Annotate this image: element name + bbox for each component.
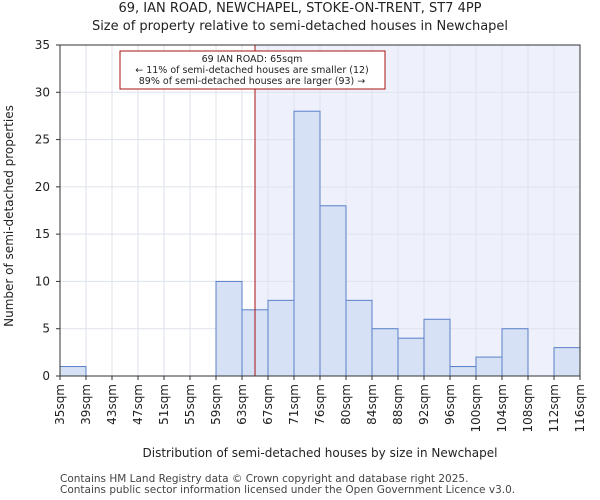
- x-tick-label: 47sqm: [131, 384, 145, 425]
- x-tick-label: 84sqm: [365, 384, 379, 425]
- annotation-line3: 89% of semi-detached houses are larger (…: [139, 76, 366, 87]
- y-axis-label: Number of semi-detached properties: [2, 105, 16, 327]
- x-tick-label: 88sqm: [391, 384, 405, 425]
- chart-title-line1: 69, IAN ROAD, NEWCHAPEL, STOKE-ON-TRENT,…: [118, 1, 482, 16]
- bar: [397, 337, 425, 377]
- x-tick-label: 63sqm: [235, 384, 249, 425]
- y-tick-label: 30: [35, 85, 50, 99]
- x-tick-label: 35sqm: [53, 384, 67, 425]
- y-tick-label: 5: [42, 322, 50, 336]
- x-tick-label: 108sqm: [521, 384, 535, 432]
- x-tick-label: 39sqm: [79, 384, 93, 425]
- y-tick-label: 0: [42, 369, 50, 383]
- x-tick-label: 67sqm: [261, 384, 275, 425]
- bar: [267, 299, 295, 377]
- annotation-line2: ← 11% of semi-detached houses are smalle…: [135, 65, 369, 76]
- bar: [371, 328, 399, 377]
- histogram-chart: 0 5 10 15 20 25 30 35 35sqm 39sqm 43sqm 47sqm 51sqm…: [2, 38, 587, 460]
- y-axis-ticks: 0 5 10 15 20 25 30 35: [35, 38, 60, 383]
- chart-title-line2: Size of property relative to semi-detach…: [91, 19, 509, 34]
- bar: [475, 356, 503, 377]
- footer-copyright: Contains HM Land Registry data © Crown c…: [60, 473, 469, 485]
- annotation-line1: 69 IAN ROAD: 65sqm: [202, 54, 303, 65]
- bar: [423, 318, 451, 377]
- x-tick-label: 76sqm: [313, 384, 327, 425]
- x-tick-label: 43sqm: [105, 384, 119, 425]
- y-tick-label: 35: [35, 38, 50, 52]
- y-tick-label: 15: [35, 227, 50, 241]
- y-tick-label: 20: [35, 180, 50, 194]
- bar: [501, 328, 529, 377]
- bar: [215, 280, 243, 377]
- bar: [319, 205, 347, 377]
- footer-licence: Contains public sector information licen…: [60, 484, 516, 496]
- x-tick-label: 104sqm: [495, 384, 509, 432]
- x-tick-label: 51sqm: [157, 384, 171, 425]
- y-tick-label: 25: [35, 133, 50, 147]
- x-tick-label: 71sqm: [287, 384, 301, 425]
- x-tick-label: 100sqm: [469, 384, 483, 432]
- x-tick-label: 112sqm: [547, 384, 561, 432]
- bar: [293, 110, 321, 377]
- bar: [59, 366, 87, 377]
- x-axis-ticks: 35sqm 39sqm 43sqm 47sqm 51sqm 55sqm 59sqm 63sqm…: [53, 376, 587, 432]
- bar: [449, 366, 477, 377]
- x-tick-label: 96sqm: [443, 384, 457, 425]
- x-tick-label: 116sqm: [573, 384, 587, 432]
- bar: [345, 299, 373, 377]
- x-tick-label: 80sqm: [339, 384, 353, 425]
- x-tick-label: 59sqm: [209, 384, 223, 425]
- bar: [553, 347, 581, 377]
- x-tick-label: 55sqm: [183, 384, 197, 425]
- annotation-box: 69 IAN ROAD: 65sqm ← 11% of semi-detache…: [119, 50, 386, 90]
- y-tick-label: 10: [35, 274, 50, 288]
- x-axis-label: Distribution of semi-detached houses by …: [143, 446, 498, 460]
- annotation-border: [119, 50, 386, 90]
- x-tick-label: 92sqm: [417, 384, 431, 425]
